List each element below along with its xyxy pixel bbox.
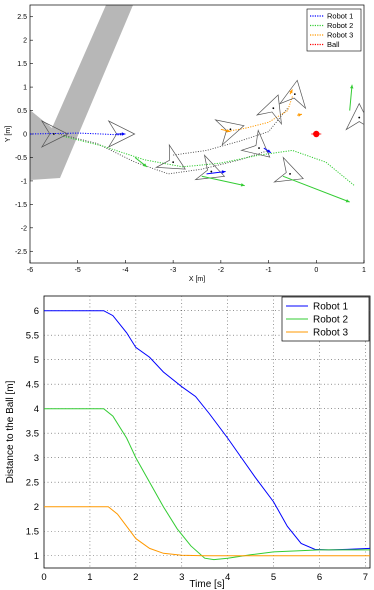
legend-label: Robot 2	[313, 315, 348, 326]
x-tick-label: -1	[265, 267, 271, 274]
y-tick-label: 3	[34, 453, 39, 464]
robot-marker	[194, 154, 226, 181]
vector-arrowhead	[350, 84, 354, 89]
x-tick-label: -5	[75, 267, 81, 274]
x-tick-label: 5	[271, 572, 276, 583]
series-line-robot-1	[30, 132, 121, 136]
y-tick-label: 3.5	[26, 429, 39, 440]
y-tick-label: 2	[23, 38, 27, 45]
robot-marker	[273, 156, 304, 183]
y-tick-label: -1	[21, 178, 27, 185]
series-line-robot-1	[44, 310, 371, 551]
y-tick-label: 1	[23, 85, 27, 92]
robot-marker	[278, 79, 307, 110]
velocity-vector	[201, 175, 245, 187]
distance-chart: 0 1 2 3 4 5 6 711.522.533.544.555.56 Time [s] D…	[5, 295, 371, 590]
x-tick-label: 2	[133, 572, 138, 583]
vector-arrowhead	[266, 149, 271, 153]
x-tick-label: 1	[87, 572, 92, 583]
legend-label: Robot 1	[313, 302, 348, 313]
robot-marker	[40, 120, 69, 148]
vector-arrowhead	[345, 199, 350, 203]
vector-arrowhead	[289, 89, 293, 94]
legend-label: Robot 3	[313, 328, 348, 339]
vector-arrowhead	[240, 183, 245, 187]
y-tick-label: 1	[34, 551, 39, 562]
y-tick-label: -0.5	[15, 155, 27, 162]
vector-arrowhead	[226, 129, 231, 133]
y-axis-label: Distance to the Ball [m]	[5, 380, 16, 483]
obstacle-zone	[30, 5, 133, 180]
legend: Robot 1 Robot 2 Robot 3	[281, 296, 370, 342]
y-tick-label: 1.5	[26, 527, 39, 538]
y-tick-label: 1.5	[17, 61, 27, 68]
x-tick-label: 3	[179, 572, 184, 583]
series-line-robot-2	[63, 135, 355, 186]
legend-label: Robot 2	[327, 21, 353, 30]
velocity-vector	[349, 84, 353, 111]
x-tick-label: -6	[27, 267, 33, 274]
robot-marker	[345, 102, 364, 131]
trajectory-chart: -6 -5 -4 -3 -2 -1 0 1 -2.5 -2 -1.5 -1 -0.5 0 0.5 1 1.5 2 2…	[5, 4, 366, 283]
x-tick-label: -2	[218, 267, 224, 274]
velocity-vector	[282, 175, 350, 203]
y-tick-label: -1.5	[15, 202, 27, 209]
y-tick-label: 6	[34, 306, 39, 317]
vector-arrowhead	[221, 170, 226, 174]
legend-label: Ball	[327, 40, 340, 49]
x-tick-label: 7	[363, 572, 368, 583]
y-tick-label: 2.5	[17, 14, 27, 21]
vector-arrowhead	[298, 113, 302, 117]
connecting-line	[173, 107, 289, 156]
x-tick-label: -3	[170, 267, 176, 274]
y-tick-label: 0.5	[17, 108, 27, 115]
y-tick-label: 4.5	[26, 380, 39, 391]
y-tick-label: 2	[34, 502, 39, 513]
y-tick-label: 4	[34, 404, 39, 415]
y-tick-label: 2.5	[26, 478, 39, 489]
y-tick-label: -2	[21, 225, 27, 232]
series-line-robot-2	[44, 408, 370, 561]
x-axis-label: Time [s]	[189, 579, 224, 590]
y-tick-label: 5	[34, 355, 39, 366]
robot-marker	[255, 94, 282, 126]
y-tick-label: 5.5	[26, 331, 39, 342]
vector-arrowhead	[121, 132, 126, 136]
x-tick-label: -4	[122, 267, 128, 274]
series-line-robot-3	[44, 506, 370, 557]
x-tick-label: 0	[314, 267, 318, 274]
x-tick-label: 1	[362, 267, 366, 274]
x-tick-label: 4	[225, 572, 230, 583]
x-tick-label: 6	[317, 572, 322, 583]
robot-marker	[155, 143, 186, 170]
y-tick-label: 0	[23, 132, 27, 139]
robot-marker	[214, 119, 245, 147]
x-tick-label: 0	[41, 572, 46, 583]
y-axis-label: Y [m]	[5, 126, 12, 142]
legend-label: Robot 1	[327, 12, 353, 21]
legend-label: Robot 3	[327, 31, 353, 40]
y-tick-label: -2.5	[15, 249, 27, 256]
connecting-line	[58, 133, 269, 175]
series-line-robot-3	[225, 96, 293, 133]
x-axis-label: X [m]	[189, 276, 205, 283]
vector-arrowhead	[142, 163, 147, 167]
robot-marker	[240, 129, 271, 158]
